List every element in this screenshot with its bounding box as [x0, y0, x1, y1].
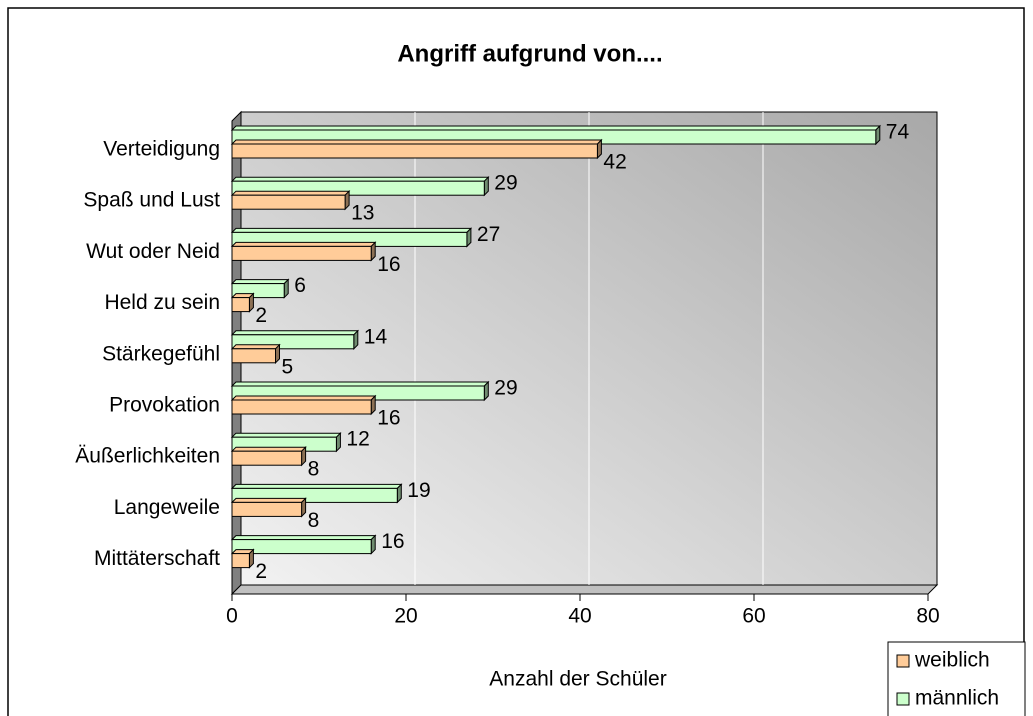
- legend-swatch: [896, 692, 910, 706]
- bar-face: [396, 483, 402, 504]
- legend: [887, 641, 1026, 716]
- bar-face: [230, 535, 377, 541]
- bar-face: [231, 553, 250, 569]
- legend-swatch: [896, 654, 910, 668]
- x-tick-label: 20: [394, 605, 417, 628]
- bar-face: [231, 245, 372, 261]
- bar-face: [275, 343, 280, 365]
- bar-face: [230, 395, 377, 401]
- bar-face: [370, 394, 376, 416]
- x-tick-label: 60: [742, 605, 765, 628]
- value-label: 2: [255, 304, 267, 327]
- bar: [230, 445, 307, 467]
- bar: [230, 534, 377, 555]
- bar: [230, 497, 307, 518]
- y-tick-label: Verteidigung: [103, 138, 220, 161]
- value-label: 27: [477, 223, 500, 246]
- bar-face: [231, 143, 598, 159]
- legend-label: weiblich: [914, 649, 990, 672]
- bar-face: [230, 279, 290, 285]
- y-tick-label: Provokation: [109, 394, 220, 417]
- bar-face: [230, 381, 490, 387]
- bar: [230, 548, 255, 569]
- value-label: 5: [282, 355, 294, 378]
- bar-face: [230, 139, 603, 145]
- bar-face: [283, 278, 289, 299]
- bar: [230, 394, 377, 416]
- bar-face: [483, 380, 489, 402]
- bar: [230, 343, 281, 365]
- bar-face: [596, 138, 602, 160]
- bar-face: [344, 189, 350, 211]
- bar-face: [230, 227, 473, 233]
- y-tick-label: Mittäterschaft: [94, 547, 220, 570]
- bar-face: [231, 450, 303, 466]
- value-label: 16: [377, 253, 400, 276]
- legend-label: männlich: [915, 687, 999, 710]
- value-label: 14: [364, 325, 388, 348]
- y-tick-label: Stärkegefühl: [102, 342, 220, 365]
- bar-face: [230, 330, 360, 336]
- value-label: 16: [381, 530, 404, 553]
- bar-face: [230, 190, 351, 196]
- bar-face: [353, 329, 359, 351]
- value-label: 2: [255, 560, 267, 583]
- bar-face: [875, 124, 881, 146]
- x-tick-label: 80: [916, 605, 939, 628]
- bar-face: [230, 497, 307, 503]
- value-label: 42: [603, 151, 626, 174]
- y-tick-label: Spaß und Lust: [83, 189, 220, 212]
- x-tick-label: 40: [568, 605, 591, 628]
- bar-face: [231, 399, 372, 415]
- y-tick-label: Wut oder Neid: [86, 240, 220, 263]
- value-label: 29: [494, 172, 517, 195]
- bar-face: [230, 483, 403, 489]
- bar-face: [466, 227, 472, 248]
- bar: [230, 189, 351, 211]
- bar-face: [230, 241, 377, 247]
- bar-face: [231, 539, 372, 555]
- bar: [230, 241, 377, 262]
- bar-face: [230, 344, 281, 350]
- bar-face: [301, 445, 307, 467]
- x-axis-label: Anzahl der Schüler: [489, 668, 666, 691]
- bar-face: [231, 297, 250, 313]
- bar-face: [483, 175, 489, 197]
- value-label: 12: [346, 428, 369, 451]
- bar-face: [335, 431, 341, 453]
- bar-face: [230, 176, 490, 182]
- value-label: 74: [886, 121, 910, 144]
- bar-face: [231, 194, 346, 210]
- bar-face: [248, 548, 254, 569]
- bar-face: [231, 348, 276, 364]
- chart-title: Angriff aufgrund von....: [397, 40, 662, 67]
- bar: [230, 138, 603, 160]
- y-tick-label: Langeweile: [114, 496, 220, 519]
- x-tick-label: 0: [226, 605, 238, 628]
- value-label: 16: [377, 407, 400, 430]
- y-tick-label: Held zu sein: [104, 291, 220, 314]
- value-label: 8: [308, 509, 320, 532]
- bar-face: [230, 432, 342, 438]
- value-label: 13: [351, 202, 374, 225]
- value-label: 29: [494, 377, 517, 400]
- bar-face: [370, 241, 376, 262]
- bar-face: [230, 446, 307, 452]
- bar-face: [231, 501, 303, 517]
- bar: [230, 292, 255, 313]
- bar-face: [370, 534, 376, 555]
- y-tick-label: Äußerlichkeiten: [75, 445, 220, 468]
- value-label: 6: [294, 274, 306, 297]
- bar-face: [230, 125, 882, 131]
- bar: [230, 124, 882, 146]
- bar-face: [301, 497, 307, 518]
- bar-face: [248, 292, 254, 313]
- floor: [230, 584, 939, 595]
- value-label: 8: [308, 458, 320, 481]
- value-label: 19: [407, 479, 430, 502]
